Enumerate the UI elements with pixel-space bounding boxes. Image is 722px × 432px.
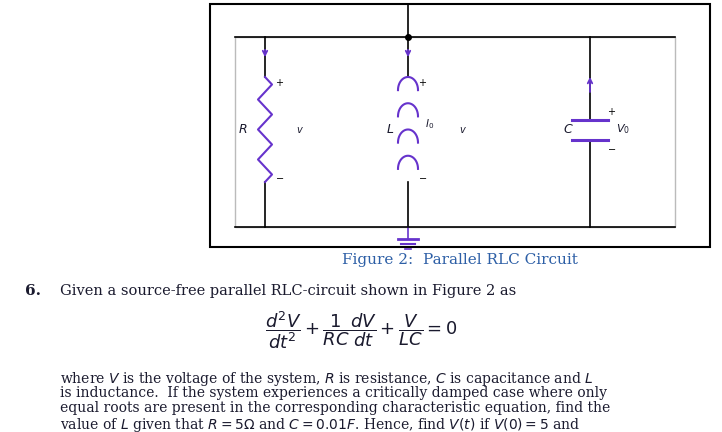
- Text: 6.: 6.: [25, 284, 41, 298]
- Text: $-$: $-$: [419, 172, 427, 182]
- Text: $+$: $+$: [607, 106, 617, 117]
- Text: $C$: $C$: [562, 123, 573, 136]
- Text: where $V$ is the voltage of the system, $R$ is resistance, $C$ is capacitance an: where $V$ is the voltage of the system, …: [60, 370, 593, 388]
- Text: $V_0$: $V_0$: [616, 123, 630, 137]
- Text: $+$: $+$: [419, 76, 427, 88]
- Text: $I_0$: $I_0$: [425, 118, 435, 131]
- Text: equal roots are present in the corresponding characteristic equation, find the: equal roots are present in the correspon…: [60, 401, 610, 415]
- Text: Given a source-free parallel RLC-circuit shown in Figure 2 as: Given a source-free parallel RLC-circuit…: [60, 284, 516, 298]
- Text: Figure 2:  Parallel RLC Circuit: Figure 2: Parallel RLC Circuit: [342, 253, 578, 267]
- Text: $-$: $-$: [607, 143, 617, 152]
- Text: $-$: $-$: [275, 172, 284, 182]
- Text: $v$: $v$: [459, 124, 467, 134]
- Text: value of $L$ given that $R = 5\Omega$ and $C = 0.01F$. Hence, find $V(t)$ if $V(: value of $L$ given that $R = 5\Omega$ an…: [60, 416, 580, 432]
- Text: $L$: $L$: [386, 123, 394, 136]
- Text: is inductance.  If the system experiences a critically damped case where only: is inductance. If the system experiences…: [60, 385, 607, 400]
- Bar: [235, 37, 675, 227]
- Text: $R$: $R$: [238, 123, 248, 136]
- Bar: [210, 4, 710, 247]
- Text: $+$: $+$: [276, 76, 284, 88]
- Text: $\dfrac{d^2V}{dt^2} + \dfrac{1}{RC}\dfrac{dV}{dt} + \dfrac{V}{LC} = 0$: $\dfrac{d^2V}{dt^2} + \dfrac{1}{RC}\dfra…: [265, 309, 457, 351]
- Text: $v$: $v$: [296, 124, 304, 134]
